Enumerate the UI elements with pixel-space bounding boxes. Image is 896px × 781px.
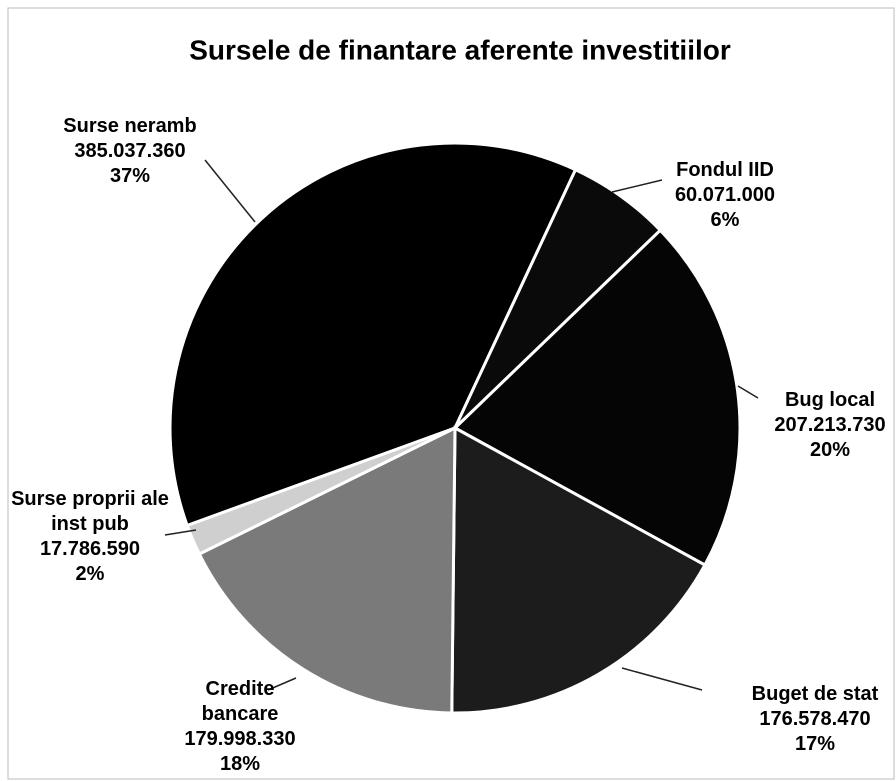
value-label: 60.071.000 [674,184,776,206]
leader-line [267,677,297,691]
data-label: Credite bancare 179.998.330 18% [180,677,300,777]
frame [7,7,895,780]
percentage-label: 18% [219,753,261,775]
category-label: Surse neramb [63,115,197,137]
category-label: Buget de stat [751,683,879,705]
value-label: 207.213.730 [774,414,886,436]
data-label: Bug local 207.213.730 20% [750,388,896,463]
pie-slice [168,141,578,528]
leader-line [611,179,663,193]
leader-line [621,667,703,691]
value-label: 17.786.590 [39,538,141,560]
pie-slice [450,425,707,715]
category-label: Fondul IID [676,159,774,181]
percentage-label: 37% [109,165,151,187]
chart-title: Sursele de finantare aferente investitii… [189,34,731,65]
leader-line [204,159,256,223]
pie-slice [452,228,742,568]
category-label: Surse proprii ale inst pub [11,488,169,535]
value-label: 176.578.470 [759,708,871,730]
percentage-label: 2% [75,563,105,585]
pie-slice [197,425,457,715]
percentage-label: 6% [710,209,740,231]
data-label: Surse proprii ale inst pub 17.786.590 2% [5,487,175,587]
pie-slice [185,426,456,557]
leader-line [164,529,197,536]
data-label: Fondul IID 60.071.000 6% [645,158,805,233]
data-label: Surse neramb 385.037.360 37% [20,114,240,189]
category-label: Bug local [784,389,875,411]
percentage-label: 20% [809,439,851,461]
value-label: 385.037.360 [74,140,186,162]
value-label: 179.998.330 [184,728,296,750]
data-label: Buget de stat 176.578.470 17% [730,682,896,757]
percentage-label: 17% [794,733,836,755]
category-label: Credite bancare [201,678,279,725]
leader-line [737,385,759,399]
